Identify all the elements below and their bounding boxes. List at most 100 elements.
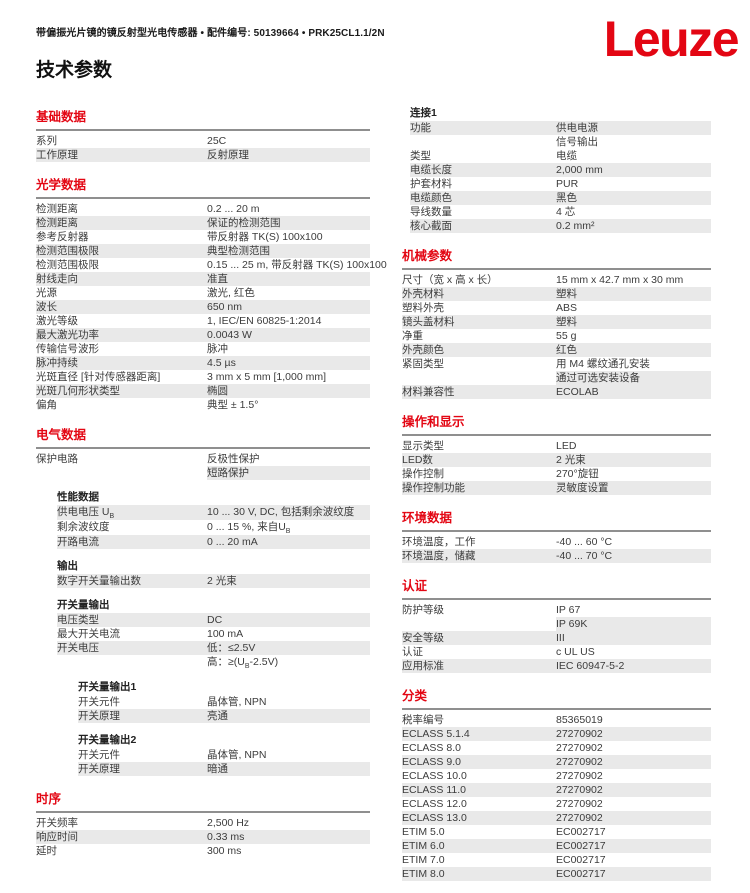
section: 连接1 功能 供电电源 信号输出 类型 电缆 电缆长度 2,000 mm 护套材料 PUR 电缆颜色… [402,106,711,233]
table-row: 检测距离 0.2 ... 20 m [36,202,370,216]
row-label: 射线走向 [36,273,78,285]
row-label: 操作控制 [402,468,444,480]
table-row: 偏角 典型 ± 1.5° [36,398,370,412]
row-value: EC002717 [556,826,606,838]
row-label: 核心截面 [410,220,452,232]
table-row-continuation: IP 69K [402,617,711,631]
table-row: ECLASS 5.1.4 27270902 [402,727,711,741]
table-row-continuation: 信号输出 [402,135,711,149]
row-label: 塑料外壳 [402,302,444,314]
row-label: ECLASS 5.1.4 [402,728,470,740]
row-value: 0 ... 20 mA [207,536,258,549]
table-row: 净重 55 g [402,329,711,343]
row-label: 传输信号波形 [36,343,99,355]
table-row: 开关原理 暗通 [78,762,370,777]
row-label: 功能 [410,122,431,134]
row-value: EC002717 [556,868,606,880]
table-row: 核心截面 0.2 mm² [410,219,711,233]
table-row: 传输信号波形 脉冲 [36,342,370,356]
row-value: 带反射器 TK(S) 100x100 [207,231,323,243]
table-row: 电缆颜色 黑色 [410,191,711,205]
section-title: 电气数据 [36,424,370,449]
table-row: 检测范围极限 0.15 ... 25 m, 带反射器 TK(S) 100x100 [36,258,387,272]
section-title: 时序 [36,788,370,814]
table-row: 脉冲持续 4.5 µs [36,356,370,370]
row-label: ETIM 5.0 [402,826,445,838]
table-row: ETIM 5.0 EC002717 [402,825,711,839]
row-label: 检测范围极限 [36,259,99,271]
table-row: 环境温度，工作 -40 ... 60 °C [402,535,711,549]
row-value: 27270902 [556,756,603,768]
row-label: ECLASS 12.0 [402,798,467,810]
table-row: 开关原理 亮通 [78,709,370,724]
table-row: 功能 供电电源 [410,121,711,135]
subsection-title: 开关量输出2 [78,734,137,747]
row-value: 1, IEC/EN 60825-1:2014 [207,315,322,327]
row-value: 信号输出 [556,136,598,148]
table-row: 光斑直径 [针对传感器距离] 3 mm x 5 mm [1,000 mm] [36,370,370,384]
row-value: 2,500 Hz [207,817,250,830]
page-title: 技术参数 [36,60,113,81]
table-row: 镜头盖材料 塑料 [402,315,711,329]
row-value: c UL US [556,646,595,658]
section: 时序 开关频率 2,500 Hz 响应时间 0.33 ms 延时 300 ms [36,788,370,858]
row-value: 27270902 [556,784,603,796]
table-row: ECLASS 11.0 27270902 [402,783,711,797]
table-row: 延时 300 ms [36,844,370,858]
row-value: 晶体管, NPN [207,696,267,709]
table-row: ECLASS 12.0 27270902 [402,797,711,811]
row-value: 85365019 [556,714,603,726]
row-label [36,655,207,670]
section-title: 认证 [402,575,711,600]
section-title: 环境数据 [402,507,711,532]
leuze-logo: Leuze [603,11,740,67]
row-label: ECLASS 8.0 [402,742,461,754]
row-label: ECLASS 9.0 [402,756,461,768]
table-row: 系列 25C [36,134,370,148]
row-value: 650 nm [207,301,243,313]
column-right: 连接1 功能 供电电源 信号输出 类型 电缆 电缆长度 2,000 mm 护套材料 PUR 电缆颜色… [402,106,711,893]
row-label: ETIM 7.0 [402,854,445,866]
row-value: 0.15 ... 25 m, 带反射器 TK(S) 100x100 [207,259,387,271]
row-value: 4 芯 [556,206,576,218]
row-label: 镜头盖材料 [402,316,455,328]
row-value: 激光, 红色 [207,287,255,299]
row-value: 黑色 [556,192,577,204]
row-value: 15 mm x 42.7 mm x 30 mm [556,274,684,286]
page-header: 带偏振光片镜的镜反射型光电传感器 • 配件编号: 50139664 • PRK2… [0,0,750,82]
table-row: 税率编号 85365019 [402,713,711,727]
section: 操作和显示 显示类型 LED LED数 2 光束 操作控制 270°旋钮 操作控制功能 灵敏度设… [402,411,711,495]
row-label: ETIM 8.0 [402,868,445,880]
row-label: 系列 [36,135,57,147]
row-label: 电压类型 [57,614,99,627]
table-row: 外壳材料 塑料 [402,287,711,301]
table-row: 尺寸（宽 x 高 x 长） 15 mm x 42.7 mm x 30 mm [402,273,711,287]
table-row: 操作控制功能 灵敏度设置 [402,481,711,495]
row-value: 通过可选安装设备 [556,371,711,385]
row-label: ETIM 6.0 [402,840,445,852]
row-label [402,617,556,631]
row-value: 脉冲 [207,343,228,355]
table-row: 显示类型 LED [402,439,711,453]
row-label: 剩余波纹度 [57,521,110,534]
row-value: EC002717 [556,840,606,852]
row-label: 开关电压 [57,642,99,655]
table-row: 应用标准 IEC 60947-5-2 [402,659,711,673]
row-value: III [556,632,565,644]
row-label: 激光等级 [36,315,78,327]
row-label: 光源 [36,287,57,299]
table-row: 最大激光功率 0.0043 W [36,328,370,342]
row-value: 100 mA [207,628,244,641]
section-title: 分类 [402,685,711,710]
row-label: 防护等级 [402,604,444,616]
row-value: 25C [207,135,227,147]
row-label: 开关频率 [36,817,78,830]
table-row: 工作原理 反射原理 [36,148,370,162]
table-row: 开关频率 2,500 Hz [36,816,370,830]
row-value: 亮通 [207,710,228,723]
table-row-continuation: 短路保护 [36,466,370,480]
row-value: IP 67 [556,604,581,616]
row-value: LED [556,440,577,452]
row-label: 显示类型 [402,440,444,452]
